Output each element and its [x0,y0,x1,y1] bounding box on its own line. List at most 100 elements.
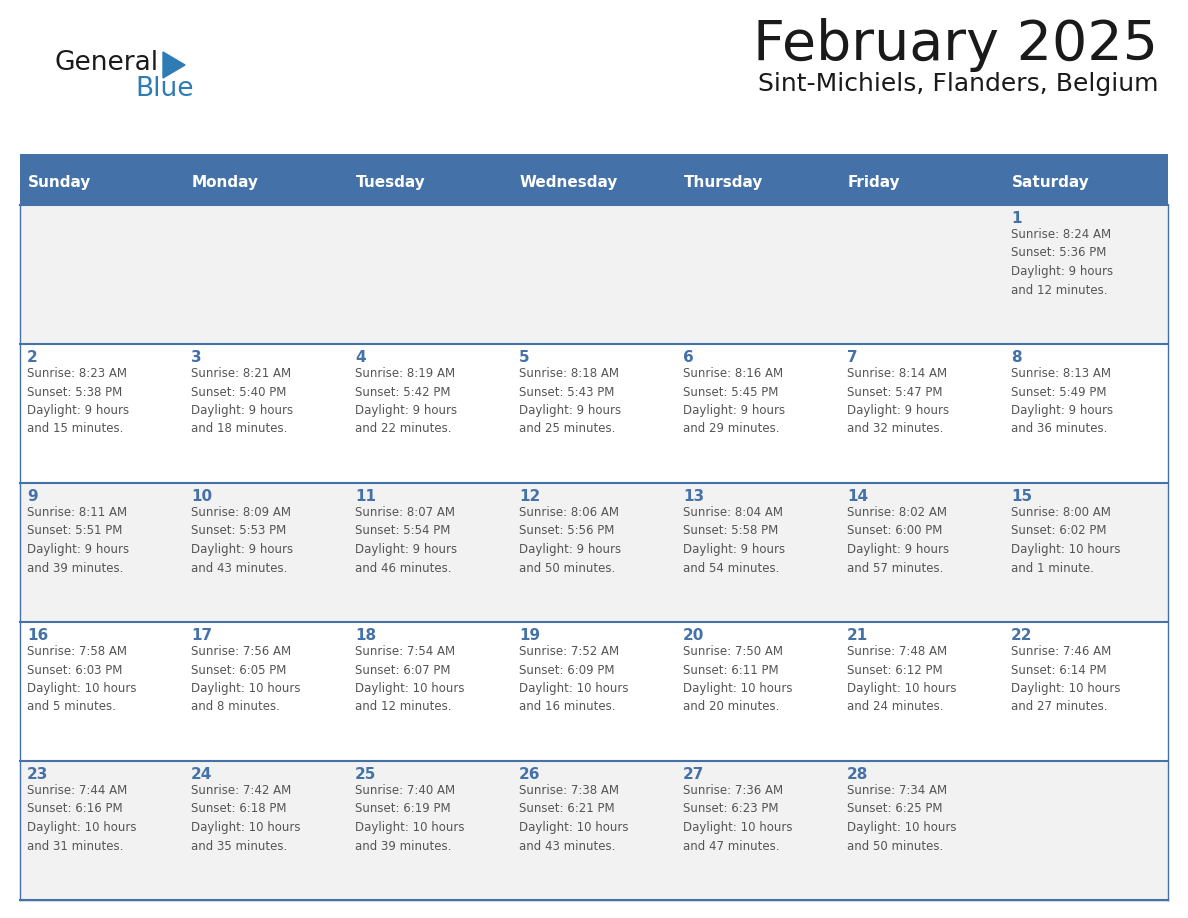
Text: 17: 17 [191,628,213,643]
Text: Sunrise: 7:58 AM
Sunset: 6:03 PM
Daylight: 10 hours
and 5 minutes.: Sunrise: 7:58 AM Sunset: 6:03 PM Dayligh… [27,645,137,713]
Text: Sunrise: 8:11 AM
Sunset: 5:51 PM
Daylight: 9 hours
and 39 minutes.: Sunrise: 8:11 AM Sunset: 5:51 PM Dayligh… [27,506,129,575]
Text: 24: 24 [191,767,213,782]
Text: Thursday: Thursday [684,175,764,190]
Text: 13: 13 [683,489,704,504]
Bar [512,160,676,205]
Text: 10: 10 [191,489,213,504]
Bar [184,205,348,344]
Text: Sunrise: 7:38 AM
Sunset: 6:21 PM
Daylight: 10 hours
and 43 minutes.: Sunrise: 7:38 AM Sunset: 6:21 PM Dayligh… [519,784,628,853]
Bar [676,483,840,622]
Text: Saturday: Saturday [1012,175,1089,190]
Text: Sunrise: 8:19 AM
Sunset: 5:42 PM
Daylight: 9 hours
and 22 minutes.: Sunrise: 8:19 AM Sunset: 5:42 PM Dayligh… [355,367,457,435]
Text: Sunday: Sunday [29,175,91,190]
Text: Sunrise: 7:54 AM
Sunset: 6:07 PM
Daylight: 10 hours
and 12 minutes.: Sunrise: 7:54 AM Sunset: 6:07 PM Dayligh… [355,645,465,713]
Text: Sunrise: 7:40 AM
Sunset: 6:19 PM
Daylight: 10 hours
and 39 minutes.: Sunrise: 7:40 AM Sunset: 6:19 PM Dayligh… [355,784,465,853]
Bar [840,205,1004,344]
Text: Sunrise: 7:52 AM
Sunset: 6:09 PM
Daylight: 10 hours
and 16 minutes.: Sunrise: 7:52 AM Sunset: 6:09 PM Dayligh… [519,645,628,713]
Text: 5: 5 [519,350,530,365]
Bar [184,344,348,483]
Bar [840,344,1004,483]
Text: 27: 27 [683,767,704,782]
Text: 18: 18 [355,628,377,643]
Text: 2: 2 [27,350,38,365]
Text: Sunrise: 7:36 AM
Sunset: 6:23 PM
Daylight: 10 hours
and 47 minutes.: Sunrise: 7:36 AM Sunset: 6:23 PM Dayligh… [683,784,792,853]
Text: 6: 6 [683,350,694,365]
Text: General: General [55,50,159,76]
Text: 19: 19 [519,628,541,643]
Text: 22: 22 [1011,628,1032,643]
Bar [184,761,348,900]
Text: Sunrise: 8:06 AM
Sunset: 5:56 PM
Daylight: 9 hours
and 50 minutes.: Sunrise: 8:06 AM Sunset: 5:56 PM Dayligh… [519,506,621,575]
Bar [348,205,512,344]
Bar [20,483,184,622]
Text: Sunrise: 8:16 AM
Sunset: 5:45 PM
Daylight: 9 hours
and 29 minutes.: Sunrise: 8:16 AM Sunset: 5:45 PM Dayligh… [683,367,785,435]
Bar [20,344,184,483]
Text: 14: 14 [847,489,868,504]
Text: 7: 7 [847,350,858,365]
Text: Sunrise: 8:23 AM
Sunset: 5:38 PM
Daylight: 9 hours
and 15 minutes.: Sunrise: 8:23 AM Sunset: 5:38 PM Dayligh… [27,367,129,435]
Bar [840,160,1004,205]
Bar [676,761,840,900]
Bar [676,344,840,483]
Text: Sunrise: 8:02 AM
Sunset: 6:00 PM
Daylight: 9 hours
and 57 minutes.: Sunrise: 8:02 AM Sunset: 6:00 PM Dayligh… [847,506,949,575]
Bar [1004,622,1168,761]
Text: 28: 28 [847,767,868,782]
Text: 12: 12 [519,489,541,504]
Bar [1004,344,1168,483]
Bar [348,160,512,205]
Text: Sunrise: 7:50 AM
Sunset: 6:11 PM
Daylight: 10 hours
and 20 minutes.: Sunrise: 7:50 AM Sunset: 6:11 PM Dayligh… [683,645,792,713]
Bar [512,205,676,344]
Bar [676,160,840,205]
Bar [20,205,184,344]
Text: Sunrise: 8:21 AM
Sunset: 5:40 PM
Daylight: 9 hours
and 18 minutes.: Sunrise: 8:21 AM Sunset: 5:40 PM Dayligh… [191,367,293,435]
Text: Monday: Monday [192,175,259,190]
Text: Sunrise: 8:09 AM
Sunset: 5:53 PM
Daylight: 9 hours
and 43 minutes.: Sunrise: 8:09 AM Sunset: 5:53 PM Dayligh… [191,506,293,575]
Text: Wednesday: Wednesday [520,175,619,190]
Text: Sunrise: 8:14 AM
Sunset: 5:47 PM
Daylight: 9 hours
and 32 minutes.: Sunrise: 8:14 AM Sunset: 5:47 PM Dayligh… [847,367,949,435]
Text: Sunrise: 7:46 AM
Sunset: 6:14 PM
Daylight: 10 hours
and 27 minutes.: Sunrise: 7:46 AM Sunset: 6:14 PM Dayligh… [1011,645,1120,713]
Bar [512,622,676,761]
Bar [840,622,1004,761]
Bar [1004,761,1168,900]
Bar [348,344,512,483]
Text: 11: 11 [355,489,375,504]
Polygon shape [163,52,185,78]
Text: 9: 9 [27,489,38,504]
Bar [20,761,184,900]
Text: Tuesday: Tuesday [356,175,425,190]
Text: Sunrise: 8:13 AM
Sunset: 5:49 PM
Daylight: 9 hours
and 36 minutes.: Sunrise: 8:13 AM Sunset: 5:49 PM Dayligh… [1011,367,1113,435]
Bar [1004,205,1168,344]
Text: 4: 4 [355,350,366,365]
Text: Sunrise: 8:18 AM
Sunset: 5:43 PM
Daylight: 9 hours
and 25 minutes.: Sunrise: 8:18 AM Sunset: 5:43 PM Dayligh… [519,367,621,435]
Text: Sunrise: 7:42 AM
Sunset: 6:18 PM
Daylight: 10 hours
and 35 minutes.: Sunrise: 7:42 AM Sunset: 6:18 PM Dayligh… [191,784,301,853]
Text: 25: 25 [355,767,377,782]
Bar [20,622,184,761]
Bar [348,622,512,761]
Bar [840,483,1004,622]
Text: 26: 26 [519,767,541,782]
Bar [512,483,676,622]
Text: 23: 23 [27,767,49,782]
Text: 3: 3 [191,350,202,365]
Text: 16: 16 [27,628,49,643]
Text: Sunrise: 7:44 AM
Sunset: 6:16 PM
Daylight: 10 hours
and 31 minutes.: Sunrise: 7:44 AM Sunset: 6:16 PM Dayligh… [27,784,137,853]
Bar [1004,483,1168,622]
Bar [348,483,512,622]
Text: Sunrise: 8:04 AM
Sunset: 5:58 PM
Daylight: 9 hours
and 54 minutes.: Sunrise: 8:04 AM Sunset: 5:58 PM Dayligh… [683,506,785,575]
Bar [676,205,840,344]
Bar [184,483,348,622]
Bar [512,344,676,483]
Bar [20,154,1168,160]
Text: February 2025: February 2025 [753,18,1158,72]
Text: Sunrise: 8:07 AM
Sunset: 5:54 PM
Daylight: 9 hours
and 46 minutes.: Sunrise: 8:07 AM Sunset: 5:54 PM Dayligh… [355,506,457,575]
Text: 8: 8 [1011,350,1022,365]
Bar [840,761,1004,900]
Bar [512,761,676,900]
Text: Sunrise: 7:34 AM
Sunset: 6:25 PM
Daylight: 10 hours
and 50 minutes.: Sunrise: 7:34 AM Sunset: 6:25 PM Dayligh… [847,784,956,853]
Text: Sunrise: 7:48 AM
Sunset: 6:12 PM
Daylight: 10 hours
and 24 minutes.: Sunrise: 7:48 AM Sunset: 6:12 PM Dayligh… [847,645,956,713]
Text: 20: 20 [683,628,704,643]
Bar [184,622,348,761]
Text: Sunrise: 7:56 AM
Sunset: 6:05 PM
Daylight: 10 hours
and 8 minutes.: Sunrise: 7:56 AM Sunset: 6:05 PM Dayligh… [191,645,301,713]
Text: Sunrise: 8:24 AM
Sunset: 5:36 PM
Daylight: 9 hours
and 12 minutes.: Sunrise: 8:24 AM Sunset: 5:36 PM Dayligh… [1011,228,1113,297]
Text: 21: 21 [847,628,868,643]
